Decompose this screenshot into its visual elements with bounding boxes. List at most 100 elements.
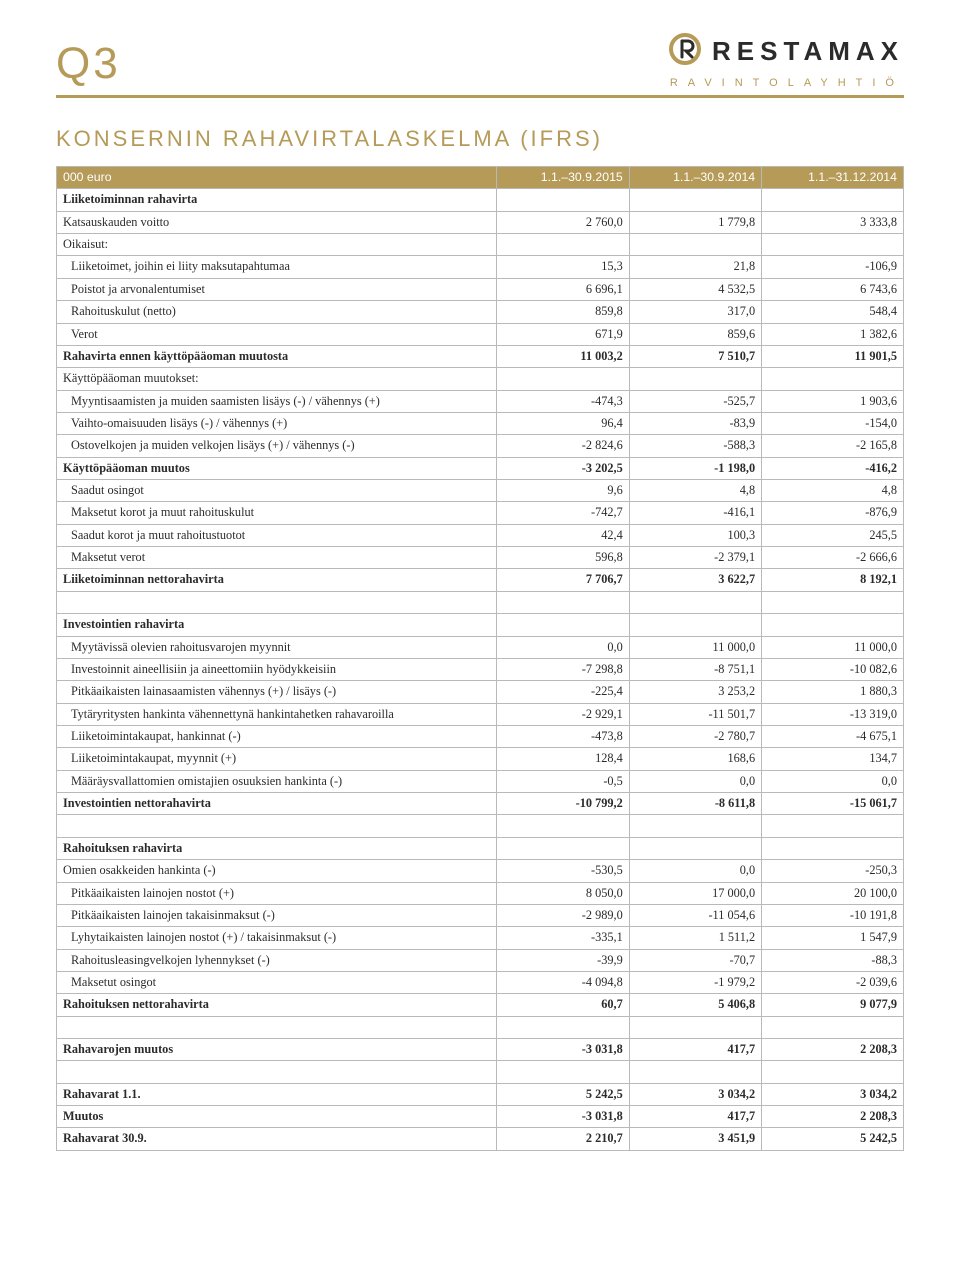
table-row: Rahoituskulut (netto)859,8317,0548,4: [57, 301, 904, 323]
row-value: 9 077,9: [762, 994, 904, 1016]
row-value: -70,7: [629, 949, 761, 971]
row-value: 15,3: [497, 256, 629, 278]
row-value: 96,4: [497, 412, 629, 434]
row-value: -2 165,8: [762, 435, 904, 457]
table-row: Rahavarojen muutos-3 031,8417,72 208,3: [57, 1039, 904, 1061]
row-label: Käyttöpääoman muutokset:: [57, 368, 497, 390]
row-value: -11 501,7: [629, 703, 761, 725]
row-value: -10 191,8: [762, 904, 904, 926]
row-value: 671,9: [497, 323, 629, 345]
row-value: 3 333,8: [762, 211, 904, 233]
row-value: [762, 189, 904, 211]
table-row: Liiketoiminnan nettorahavirta7 706,73 62…: [57, 569, 904, 591]
row-label: Pitkäaikaisten lainojen nostot (+): [57, 882, 497, 904]
row-value: 596,8: [497, 547, 629, 569]
page-header: Q3 RESTAMAX RAVINTOLAYHTIÖ: [56, 32, 904, 89]
row-value: 7 510,7: [629, 345, 761, 367]
row-label: Maksetut verot: [57, 547, 497, 569]
table-row: Maksetut osingot-4 094,8-1 979,2-2 039,6: [57, 971, 904, 993]
table-row: Saadut osingot9,64,84,8: [57, 480, 904, 502]
row-value: 1 511,2: [629, 927, 761, 949]
row-label: Liiketoiminnan rahavirta: [57, 189, 497, 211]
row-label: Liiketoiminnan nettorahavirta: [57, 569, 497, 591]
row-value: -88,3: [762, 949, 904, 971]
table-row: Investointien rahavirta: [57, 614, 904, 636]
table-row: Omien osakkeiden hankinta (-)-530,50,0-2…: [57, 860, 904, 882]
row-value: -2 929,1: [497, 703, 629, 725]
table-row: [57, 815, 904, 837]
row-value: 4,8: [629, 480, 761, 502]
row-value: 2 210,7: [497, 1128, 629, 1150]
row-value: 0,0: [497, 636, 629, 658]
row-label: Pitkäaikaisten lainasaamisten vähennys (…: [57, 681, 497, 703]
row-value: -225,4: [497, 681, 629, 703]
table-row: [57, 1061, 904, 1083]
table-row: Myyntisaamisten ja muiden saamisten lisä…: [57, 390, 904, 412]
row-value: -530,5: [497, 860, 629, 882]
row-value: [497, 189, 629, 211]
brand-sub: RAVINTOLAYHTIÖ: [670, 77, 904, 89]
row-value: 7 706,7: [497, 569, 629, 591]
row-value: -3 031,8: [497, 1106, 629, 1128]
table-row: Tytäryritysten hankinta vähennettynä han…: [57, 703, 904, 725]
brand-logo-icon: [668, 32, 702, 71]
row-value: -876,9: [762, 502, 904, 524]
row-value: 42,4: [497, 524, 629, 546]
row-label: Investointien rahavirta: [57, 614, 497, 636]
row-value: 5 406,8: [629, 994, 761, 1016]
row-value: 168,6: [629, 748, 761, 770]
row-label: Myyntisaamisten ja muiden saamisten lisä…: [57, 390, 497, 412]
row-value: 8 050,0: [497, 882, 629, 904]
table-row: Määräysvallattomien omistajien osuuksien…: [57, 770, 904, 792]
row-value: 128,4: [497, 748, 629, 770]
row-value: 6 696,1: [497, 278, 629, 300]
row-label: Lyhytaikaisten lainojen nostot (+) / tak…: [57, 927, 497, 949]
row-value: 20 100,0: [762, 882, 904, 904]
row-label: Poistot ja arvonalentumiset: [57, 278, 497, 300]
row-label: Käyttöpääoman muutos: [57, 457, 497, 479]
table-row: Rahoituksen nettorahavirta60,75 406,89 0…: [57, 994, 904, 1016]
table-row: Ostovelkojen ja muiden velkojen lisäys (…: [57, 435, 904, 457]
row-label: Rahoitusleasingvelkojen lyhennykset (-): [57, 949, 497, 971]
row-value: [629, 614, 761, 636]
table-row: Käyttöpääoman muutos-3 202,5-1 198,0-416…: [57, 457, 904, 479]
row-value: [762, 368, 904, 390]
row-label: Liiketoimintakaupat, hankinnat (-): [57, 725, 497, 747]
row-value: -15 061,7: [762, 793, 904, 815]
row-label: Rahavirta ennen käyttöpääoman muutosta: [57, 345, 497, 367]
row-label: Vaihto-omaisuuden lisäys (-) / vähennys …: [57, 412, 497, 434]
row-value: 1 903,6: [762, 390, 904, 412]
row-value: 1 880,3: [762, 681, 904, 703]
col-period2: 1.1.–30.9.2014: [629, 167, 761, 189]
row-value: 2 760,0: [497, 211, 629, 233]
row-label: Maksetut osingot: [57, 971, 497, 993]
table-row: Investoinnit aineellisiin ja aineettomii…: [57, 658, 904, 680]
col-period3: 1.1.–31.12.2014: [762, 167, 904, 189]
table-row: Pitkäaikaisten lainojen nostot (+)8 050,…: [57, 882, 904, 904]
row-value: [629, 837, 761, 859]
row-value: 8 192,1: [762, 569, 904, 591]
row-value: -10 799,2: [497, 793, 629, 815]
row-label: Rahavarat 30.9.: [57, 1128, 497, 1150]
row-value: 859,8: [497, 301, 629, 323]
row-value: 0,0: [762, 770, 904, 792]
row-value: -8 751,1: [629, 658, 761, 680]
row-value: [497, 837, 629, 859]
row-value: -154,0: [762, 412, 904, 434]
page-title: KONSERNIN RAHAVIRTALASKELMA (IFRS): [56, 126, 904, 152]
table-row: Rahavirta ennen käyttöpääoman muutosta11…: [57, 345, 904, 367]
row-value: 21,8: [629, 256, 761, 278]
col-period1: 1.1.–30.9.2015: [497, 167, 629, 189]
row-value: [629, 234, 761, 256]
table-row: [57, 591, 904, 613]
row-value: 1 382,6: [762, 323, 904, 345]
row-label: Pitkäaikaisten lainojen takaisinmaksut (…: [57, 904, 497, 926]
row-value: -106,9: [762, 256, 904, 278]
table-row: Pitkäaikaisten lainasaamisten vähennys (…: [57, 681, 904, 703]
row-label: Verot: [57, 323, 497, 345]
table-row: Maksetut korot ja muut rahoituskulut-742…: [57, 502, 904, 524]
row-value: 2 208,3: [762, 1106, 904, 1128]
table-row: Käyttöpääoman muutokset:: [57, 368, 904, 390]
row-label: Rahavarojen muutos: [57, 1039, 497, 1061]
row-value: 2 208,3: [762, 1039, 904, 1061]
